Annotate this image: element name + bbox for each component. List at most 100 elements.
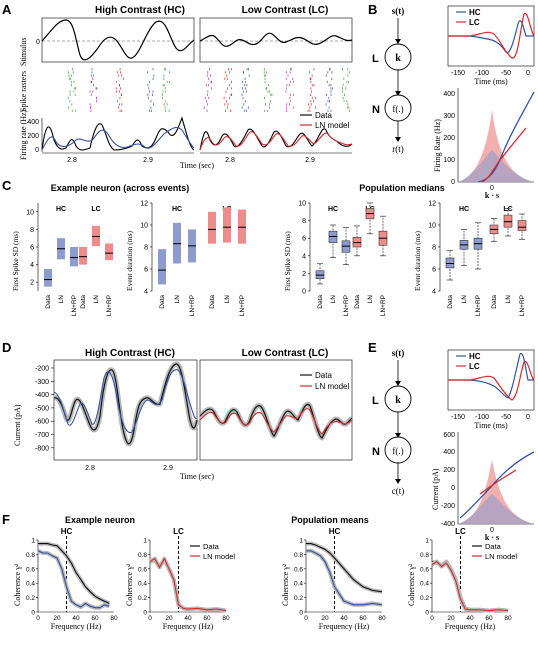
f-confidence-band: [148, 556, 227, 613]
c-range-bar: [158, 249, 166, 285]
c-ylabel: First Spike SD (ms): [11, 231, 20, 291]
f-legend-data: Data: [485, 542, 502, 551]
c-range-bar: [70, 247, 78, 267]
c-ytick-label: 10: [428, 223, 436, 230]
c-category-label: Data: [317, 295, 324, 309]
e-xtick-100: -100: [475, 414, 489, 421]
c-category-label: LN: [93, 295, 100, 304]
a-stim-zero: 0: [36, 39, 40, 46]
f-ylabel: Coherence γ²: [281, 563, 290, 606]
panel-d: D High Contrast (HC) Low Contrast (LC) C…: [2, 340, 354, 481]
f-ytick-label: 0.6: [420, 566, 429, 573]
f-ytick-label: 1: [143, 538, 147, 545]
a-rate-tick-200: 200: [27, 133, 39, 140]
c-ytick-label: 6: [302, 236, 306, 243]
f-xtick-label: 60: [485, 615, 493, 622]
f-xlabel: Frequency (Hz): [319, 622, 370, 631]
c-ytick-label: 10: [140, 223, 148, 230]
f-xtick-label: 40: [184, 615, 192, 622]
b-k-label: k: [395, 53, 401, 64]
e-xlabel: Time (ms): [474, 421, 508, 430]
e-legend-lc: LC: [469, 362, 480, 371]
f-condition-label: HC: [329, 527, 341, 536]
c-ytick-label: 10: [26, 209, 34, 216]
e-hc-distribution: [458, 494, 534, 524]
c-category-label: LN+RP: [71, 295, 78, 316]
c-range-bar: [173, 222, 181, 264]
a-hc-stimulus: [41, 19, 195, 61]
f-legend-ln: LN model: [203, 552, 235, 561]
f-ytick-label: 0: [143, 610, 147, 617]
d-hc-ln: [53, 369, 198, 434]
f-ytick-label: 0.2: [26, 595, 35, 602]
c-range-bar: [208, 211, 216, 244]
f-data-line: [306, 543, 383, 593]
c-range-bar: [79, 247, 87, 265]
c-ytick-label: 4: [30, 262, 34, 269]
f-ylabel: Coherence γ²: [407, 563, 416, 606]
f-condition-label: LC: [455, 527, 466, 536]
c-category-label: LN: [58, 295, 65, 304]
b-arrowhead-1: [395, 39, 401, 44]
f-ytick-label: 0.2: [420, 595, 429, 602]
f-xtick-label: 20: [447, 615, 455, 622]
b-f-label: f(.): [392, 104, 403, 114]
c-range-bar: [223, 207, 231, 243]
c-ylabel: First Spike SD (ms): [283, 231, 292, 291]
e-ytick-0: 0: [451, 485, 455, 492]
f-xlabel: Frequency (Hz): [445, 622, 496, 631]
b-filter-lc: [448, 12, 535, 59]
d-hc-data: [53, 363, 198, 445]
e-nl-ylabel: Current (pA): [431, 468, 440, 510]
f-ln-line: [37, 550, 110, 609]
f-ytick-label: 0.8: [138, 552, 147, 559]
f-xtick-label: 0: [36, 615, 40, 622]
f-confidence-band: [306, 541, 383, 594]
c-category-label: Data: [447, 295, 454, 309]
f-xtick-label: 60: [203, 615, 211, 622]
b-ytick-200: 200: [443, 135, 455, 142]
e-arrowhead-1: [395, 381, 401, 386]
a-lc-title: Low Contrast (LC): [242, 5, 329, 16]
f-ytick-label: 0: [299, 610, 303, 617]
c-left-title: Example neuron (across events): [51, 183, 190, 193]
c-category-label: LN: [505, 295, 512, 304]
c-ytick-label: 4: [144, 289, 148, 296]
f-xtick-label: 60: [91, 615, 99, 622]
c-category-label: LN: [461, 295, 468, 304]
c-boxplots: First Spike SD (ms) 2 4 6 8 10 HC Data LN LN+RP LC…: [11, 201, 527, 316]
c-category-label: Data: [80, 295, 87, 309]
f-xlabel: Frequency (Hz): [163, 622, 214, 631]
f-xtick-label: 40: [72, 615, 80, 622]
f-xtick-label: 80: [110, 615, 118, 622]
b-l-label: L: [372, 53, 379, 65]
c-category-label: LN: [330, 295, 337, 304]
panel-b: B s(t) k L f(.) N r(t) HC LC -150 -100 -…: [368, 2, 535, 200]
f-right-title: Population means: [291, 515, 369, 525]
c-group-label: HC: [172, 206, 182, 213]
a-hc-rate-ln: [41, 126, 195, 151]
f-ytick-label: 0.6: [26, 566, 35, 573]
b-input-label: s(t): [392, 6, 405, 16]
b-ytick-100: 100: [443, 157, 455, 164]
c-ytick-label: 4: [302, 253, 306, 260]
c-category-label: LN+RP: [189, 295, 196, 316]
a-rate-tick-0: 0: [35, 147, 39, 154]
d-ytick-label: -200: [35, 366, 49, 373]
f-ytick-label: 1: [31, 538, 35, 545]
f-confidence-band: [431, 559, 509, 613]
panel-label-a: A: [2, 2, 12, 17]
d-ytick-label: -800: [35, 445, 49, 452]
c-box: [445, 257, 455, 269]
f-xlabel: Frequency (Hz): [51, 622, 102, 631]
c-ytick-label: 0: [302, 289, 306, 296]
c-right-title: Population medians: [359, 183, 445, 193]
a-lc-tick-29: 2.9: [305, 157, 315, 164]
e-xtick-0: 0: [526, 414, 530, 421]
f-xtick-label: 0: [148, 615, 152, 622]
a-lc-rate-ln: [199, 131, 353, 151]
a-xlabel: Time (sec): [180, 161, 214, 170]
e-hc-nonlinearity: [459, 451, 535, 519]
f-xtick-label: 40: [466, 615, 474, 622]
d-ytick-label: -400: [35, 392, 49, 399]
